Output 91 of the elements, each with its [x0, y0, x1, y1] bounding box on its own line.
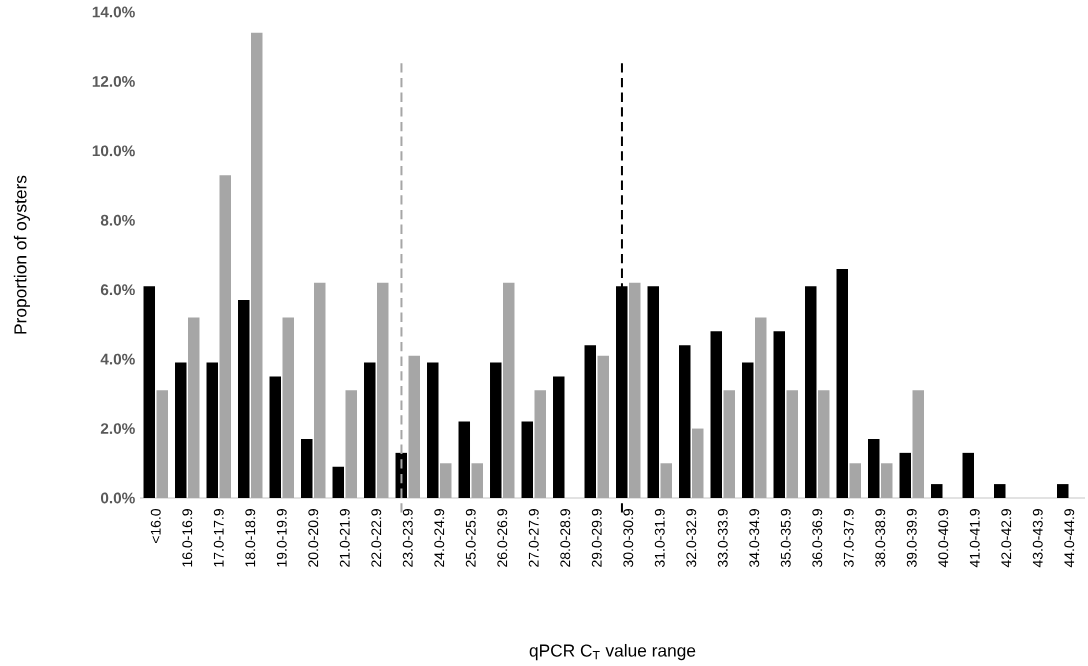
x-tick-label: 38.0-38.9	[875, 509, 886, 568]
bar	[742, 362, 754, 498]
bar	[755, 317, 767, 498]
x-tick-label: 42.0-42.9	[1001, 509, 1012, 568]
bar	[156, 390, 168, 498]
bar	[219, 175, 231, 498]
bar	[629, 282, 641, 498]
x-tick-label: 30.0-30.9	[623, 509, 634, 568]
x-tick-label: 22.0-22.9	[371, 509, 382, 567]
bar	[521, 421, 534, 498]
bar	[692, 428, 704, 498]
x-tick-label: 19.0-19.9	[276, 509, 287, 567]
bar	[836, 268, 848, 498]
bar	[269, 376, 282, 498]
bar	[962, 452, 974, 498]
x-tick-label: <16.0	[150, 508, 161, 544]
bar	[723, 390, 735, 498]
x-tick-label: 24.0-24.9	[434, 509, 445, 567]
x-tick-label: 43.0-43.9	[1032, 509, 1043, 568]
bar	[679, 345, 691, 498]
bar	[912, 390, 924, 498]
y-axis-title: Proportion of oysters	[13, 175, 30, 334]
bar	[994, 484, 1006, 498]
y-tick-label: 6.0%	[100, 284, 135, 296]
bar	[427, 362, 439, 498]
x-tick-label: 41.0-41.9	[969, 509, 980, 568]
y-tick-label: 0.0%	[100, 492, 135, 504]
y-tick-label: 2.0%	[100, 423, 135, 434]
bar	[143, 286, 156, 498]
bar	[301, 438, 313, 498]
bar	[899, 452, 911, 498]
bar	[175, 362, 187, 498]
bar	[364, 362, 376, 498]
x-tick-label: 16.0-16.9	[182, 509, 193, 567]
x-tick-label: 25.0-25.9	[465, 509, 476, 567]
x-tick-label: 33.0-33.9	[717, 509, 728, 568]
x-tick-label: 35.0-35.9	[780, 509, 791, 568]
y-tick-label: 4.0%	[100, 353, 135, 365]
bar	[314, 282, 326, 498]
bar	[805, 286, 817, 498]
bar	[553, 376, 565, 498]
bar	[818, 390, 830, 498]
y-tick-label: 10.0%	[92, 145, 135, 157]
bar	[881, 463, 893, 498]
x-tick-label: 17.0-17.9	[213, 509, 224, 567]
bar	[503, 282, 515, 498]
x-tick-label: 39.0-39.9	[906, 509, 917, 568]
y-tick-label: 14.0%	[92, 6, 135, 18]
bar	[458, 421, 471, 498]
x-tick-label: 23.0-23.9	[402, 509, 413, 567]
bar	[345, 390, 357, 498]
x-tick-label: 28.0-28.9	[560, 509, 571, 567]
bar	[1057, 484, 1069, 498]
bar	[868, 438, 880, 498]
bar	[377, 282, 389, 498]
bar	[206, 362, 219, 498]
bar	[282, 317, 294, 498]
x-axis-title: qPCR C$_{T}$ value range	[529, 643, 696, 661]
x-tick-label: 29.0-29.9	[591, 509, 602, 567]
x-tick-label: 18.0-18.9	[245, 509, 256, 567]
y-tick-label: 8.0%	[100, 214, 135, 226]
x-tick-label: 44.0-44.9	[1064, 509, 1075, 568]
x-tick-label: 27.0-27.9	[528, 509, 539, 567]
bar	[786, 390, 798, 498]
bar	[440, 463, 452, 498]
x-tick-label: 32.0-32.9	[686, 509, 697, 568]
y-tick-label: 12.0%	[92, 75, 135, 87]
bar	[332, 466, 345, 498]
bar	[931, 484, 943, 498]
x-tick-label: 36.0-36.9	[812, 509, 823, 568]
bar	[188, 317, 200, 498]
x-tick-label: 40.0-40.9	[938, 509, 949, 568]
x-tick-label: 21.0-21.9	[339, 509, 350, 567]
x-tick-label: 31.0-31.9	[654, 509, 665, 568]
bar	[597, 355, 609, 498]
x-tick-label: 26.0-26.9	[497, 509, 508, 567]
bar	[408, 355, 420, 498]
bar	[238, 300, 250, 498]
bar	[849, 463, 861, 498]
x-tick-label: 34.0-34.9	[749, 509, 760, 568]
bar	[710, 331, 723, 498]
bar	[584, 345, 597, 498]
x-tick-label: 37.0-37.9	[843, 509, 854, 568]
bar	[660, 463, 672, 498]
bar	[251, 32, 263, 498]
bar	[647, 286, 660, 498]
x-tick-label: 20.0-20.9	[308, 509, 319, 567]
bar	[490, 362, 502, 498]
bar	[471, 463, 483, 498]
bar	[534, 390, 546, 498]
bar	[773, 331, 786, 498]
